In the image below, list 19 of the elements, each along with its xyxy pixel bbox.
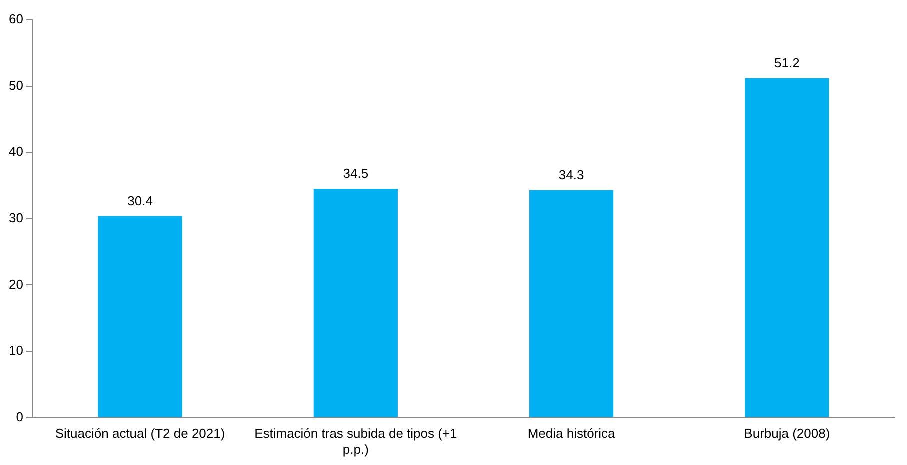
y-tick-label: 10	[8, 343, 24, 358]
y-tick-label: 0	[16, 409, 24, 424]
y-tick-label: 30	[8, 210, 24, 226]
data-label: 34.5	[343, 166, 369, 182]
bar	[530, 190, 614, 418]
bar	[745, 78, 830, 418]
data-label: 30.4	[128, 193, 153, 208]
y-tick-label: 60	[8, 12, 24, 27]
data-label: 34.3	[558, 167, 584, 182]
x-tick-label: Burbuja (2008)	[744, 426, 830, 442]
x-tick-label: Media histórica	[528, 426, 616, 442]
data-label: 51.2	[774, 55, 800, 70]
y-tick-label: 50	[8, 78, 24, 93]
x-tick-label: Situación actual (T2 de 2021)	[55, 426, 226, 442]
y-tick-label: 20	[8, 276, 24, 292]
bar	[98, 216, 182, 418]
bar	[314, 189, 398, 418]
x-tick-label: Estimación tras subida de tipos (+1 p.p.)	[254, 426, 458, 457]
y-tick-label: 40	[8, 144, 24, 160]
